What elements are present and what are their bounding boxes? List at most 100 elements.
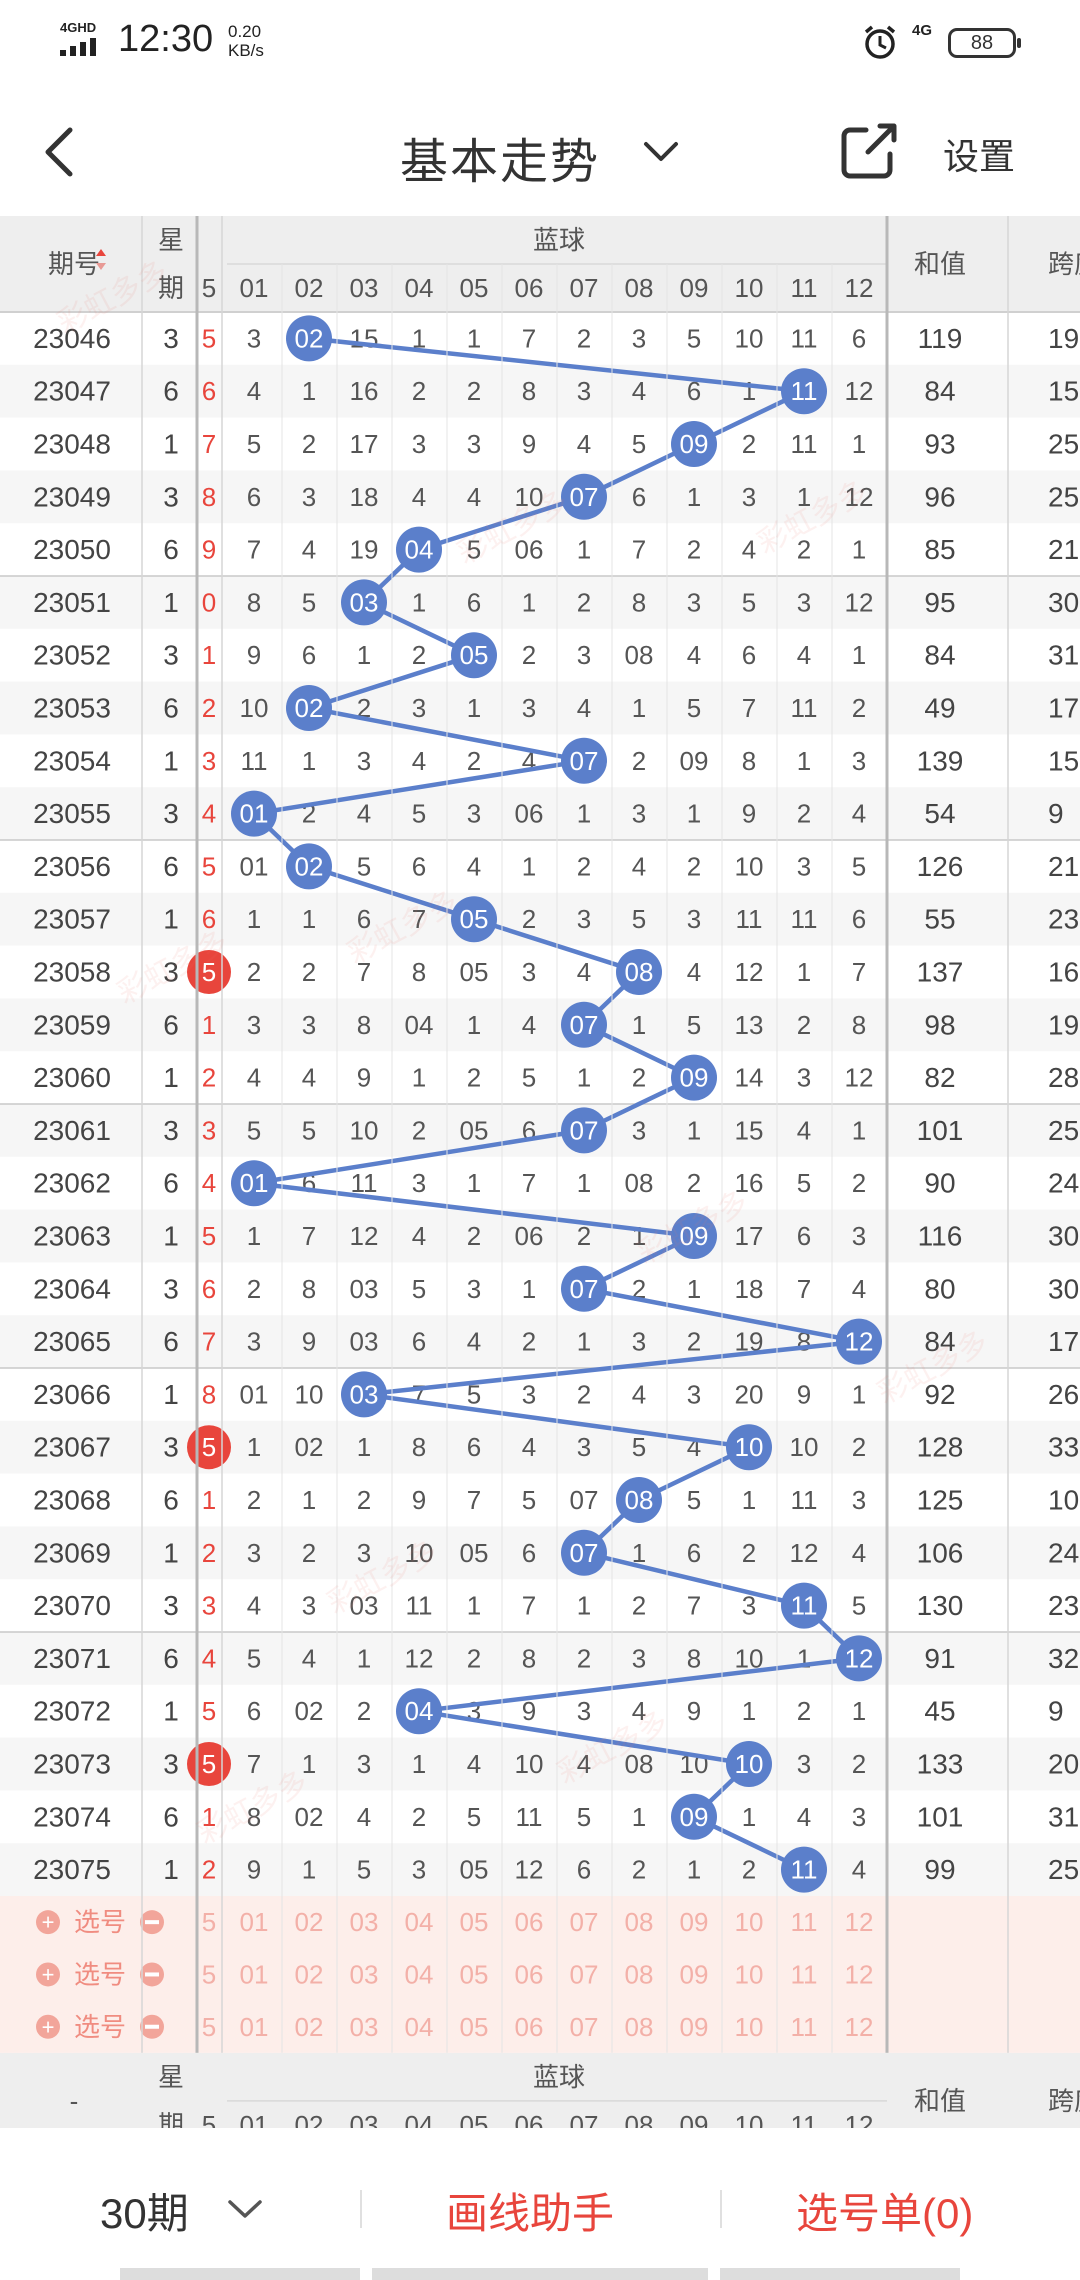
miss-cell: 1 bbox=[357, 640, 371, 670]
blue-ball-number: 08 bbox=[625, 957, 654, 987]
page-title[interactable]: 基本走势 bbox=[400, 136, 601, 189]
miss-cell: 4 bbox=[632, 851, 646, 881]
select-number[interactable]: 03 bbox=[350, 2012, 379, 2042]
chevron-down-icon[interactable] bbox=[226, 2196, 264, 2222]
miss-cell: 3 bbox=[412, 693, 426, 723]
select-number[interactable]: 01 bbox=[240, 2012, 269, 2042]
weekday-cell: 1 bbox=[163, 1221, 179, 1252]
trend-table: 期号星期5蓝球010203040506070809101112和值跨度23046… bbox=[0, 216, 1080, 2128]
select-number[interactable]: 02 bbox=[295, 2012, 324, 2042]
weekday-cell: 3 bbox=[163, 481, 179, 512]
miss-cell: 5 bbox=[852, 1591, 866, 1621]
select-number[interactable]: 07 bbox=[570, 1907, 599, 1937]
plus-icon[interactable] bbox=[36, 2014, 60, 2039]
miss-cell: 1 bbox=[687, 799, 701, 829]
sum-cell: 45 bbox=[924, 1696, 955, 1727]
select-number[interactable]: 09 bbox=[680, 2012, 709, 2042]
select-number[interactable]: 08 bbox=[625, 2012, 654, 2042]
row-bg bbox=[0, 364, 1080, 418]
select-number[interactable]: 10 bbox=[735, 2012, 764, 2042]
span-cell: 24 bbox=[1048, 1168, 1079, 1199]
plus-icon[interactable] bbox=[36, 1962, 60, 1987]
prev-col-cell: 3 bbox=[202, 746, 216, 776]
select-number[interactable]: 07 bbox=[570, 2012, 599, 2042]
back-icon[interactable] bbox=[38, 124, 82, 180]
select-number[interactable]: 10 bbox=[735, 1907, 764, 1937]
footer-header-col-06: 06 bbox=[515, 2110, 544, 2128]
select-number[interactable]: 12 bbox=[845, 1907, 874, 1937]
period-cell: 23049 bbox=[33, 481, 111, 512]
miss-cell: 7 bbox=[632, 535, 646, 565]
miss-cell: 5 bbox=[412, 1274, 426, 1304]
selection-list-button[interactable]: 选号单(0) bbox=[796, 2190, 974, 2237]
miss-cell: 3 bbox=[467, 799, 481, 829]
span-cell: 19 bbox=[1048, 323, 1079, 354]
select-number[interactable]: 03 bbox=[350, 1959, 379, 1989]
share-icon[interactable] bbox=[840, 122, 898, 180]
period-cell: 23046 bbox=[33, 323, 111, 354]
miss-cell: 1 bbox=[302, 376, 316, 406]
miss-cell: 4 bbox=[852, 1538, 866, 1568]
select-label[interactable]: 选号 bbox=[74, 2012, 126, 2042]
select-number[interactable]: 12 bbox=[845, 2012, 874, 2042]
select-number[interactable]: 11 bbox=[791, 1959, 818, 1989]
miss-cell: 8 bbox=[302, 1274, 316, 1304]
miss-cell: 19 bbox=[350, 535, 379, 565]
select-number[interactable]: 11 bbox=[791, 1907, 818, 1937]
sort-up-icon[interactable] bbox=[96, 249, 106, 256]
miss-cell: 6 bbox=[247, 482, 261, 512]
divider bbox=[360, 2190, 362, 2228]
span-cell: 32 bbox=[1048, 1643, 1079, 1674]
select-number[interactable]: 07 bbox=[570, 1959, 599, 1989]
select-number[interactable]: 12 bbox=[845, 1959, 874, 1989]
miss-cell: 3 bbox=[412, 429, 426, 459]
select-number[interactable]: 02 bbox=[295, 1907, 324, 1937]
miss-cell: 1 bbox=[467, 1010, 481, 1040]
sum-cell: 139 bbox=[917, 745, 964, 776]
select-number[interactable]: 04 bbox=[405, 1959, 434, 1989]
select-number[interactable]: 08 bbox=[625, 1907, 654, 1937]
select-label[interactable]: 选号 bbox=[74, 1907, 126, 1937]
miss-cell: 1 bbox=[412, 323, 426, 353]
select-number[interactable]: 04 bbox=[405, 2012, 434, 2042]
select-number[interactable]: 01 bbox=[240, 1959, 269, 1989]
select-number[interactable]: 09 bbox=[680, 1959, 709, 1989]
miss-cell: 14 bbox=[735, 1063, 764, 1093]
miss-cell: 12 bbox=[735, 957, 764, 987]
miss-cell: 9 bbox=[357, 1063, 371, 1093]
sort-down-icon[interactable] bbox=[96, 263, 106, 270]
select-number[interactable]: 05 bbox=[460, 1959, 489, 1989]
blue-ball-number: 07 bbox=[570, 1115, 599, 1145]
select-number[interactable]: 06 bbox=[515, 2012, 544, 2042]
blue-ball bbox=[836, 1318, 882, 1365]
miss-cell: 1 bbox=[522, 587, 536, 617]
miss-cell: 1 bbox=[467, 323, 481, 353]
select-number[interactable]: 10 bbox=[735, 1959, 764, 1989]
chevron-down-icon[interactable] bbox=[640, 136, 682, 166]
select-number[interactable]: 02 bbox=[295, 1959, 324, 1989]
settings-button[interactable]: 设置 bbox=[943, 136, 1016, 177]
select-number[interactable]: 06 bbox=[515, 1907, 544, 1937]
row-bg bbox=[0, 1526, 1080, 1580]
select-number[interactable]: 03 bbox=[350, 1907, 379, 1937]
select-label[interactable]: 选号 bbox=[74, 1959, 126, 1989]
select-number[interactable]: 09 bbox=[680, 1907, 709, 1937]
select-number[interactable]: 01 bbox=[240, 1907, 269, 1937]
draw-helper-button[interactable]: 画线助手 bbox=[446, 2190, 615, 2237]
weekday-cell: 1 bbox=[163, 1854, 179, 1885]
select-number[interactable]: 05 bbox=[460, 1907, 489, 1937]
miss-cell: 4 bbox=[412, 482, 426, 512]
sum-cell: 128 bbox=[917, 1432, 964, 1463]
period-cell: 23061 bbox=[33, 1115, 111, 1146]
miss-cell: 1 bbox=[797, 746, 811, 776]
select-number[interactable]: 11 bbox=[791, 2012, 818, 2042]
period-selector[interactable]: 30期 bbox=[100, 2190, 189, 2237]
blue-ball-number: 08 bbox=[625, 1485, 654, 1515]
blue-ball bbox=[396, 526, 442, 573]
plus-icon[interactable] bbox=[36, 1910, 60, 1935]
miss-cell: 06 bbox=[515, 1221, 544, 1251]
select-number[interactable]: 05 bbox=[460, 2012, 489, 2042]
select-number[interactable]: 08 bbox=[625, 1959, 654, 1989]
select-number[interactable]: 04 bbox=[405, 1907, 434, 1937]
select-number[interactable]: 06 bbox=[515, 1959, 544, 1989]
